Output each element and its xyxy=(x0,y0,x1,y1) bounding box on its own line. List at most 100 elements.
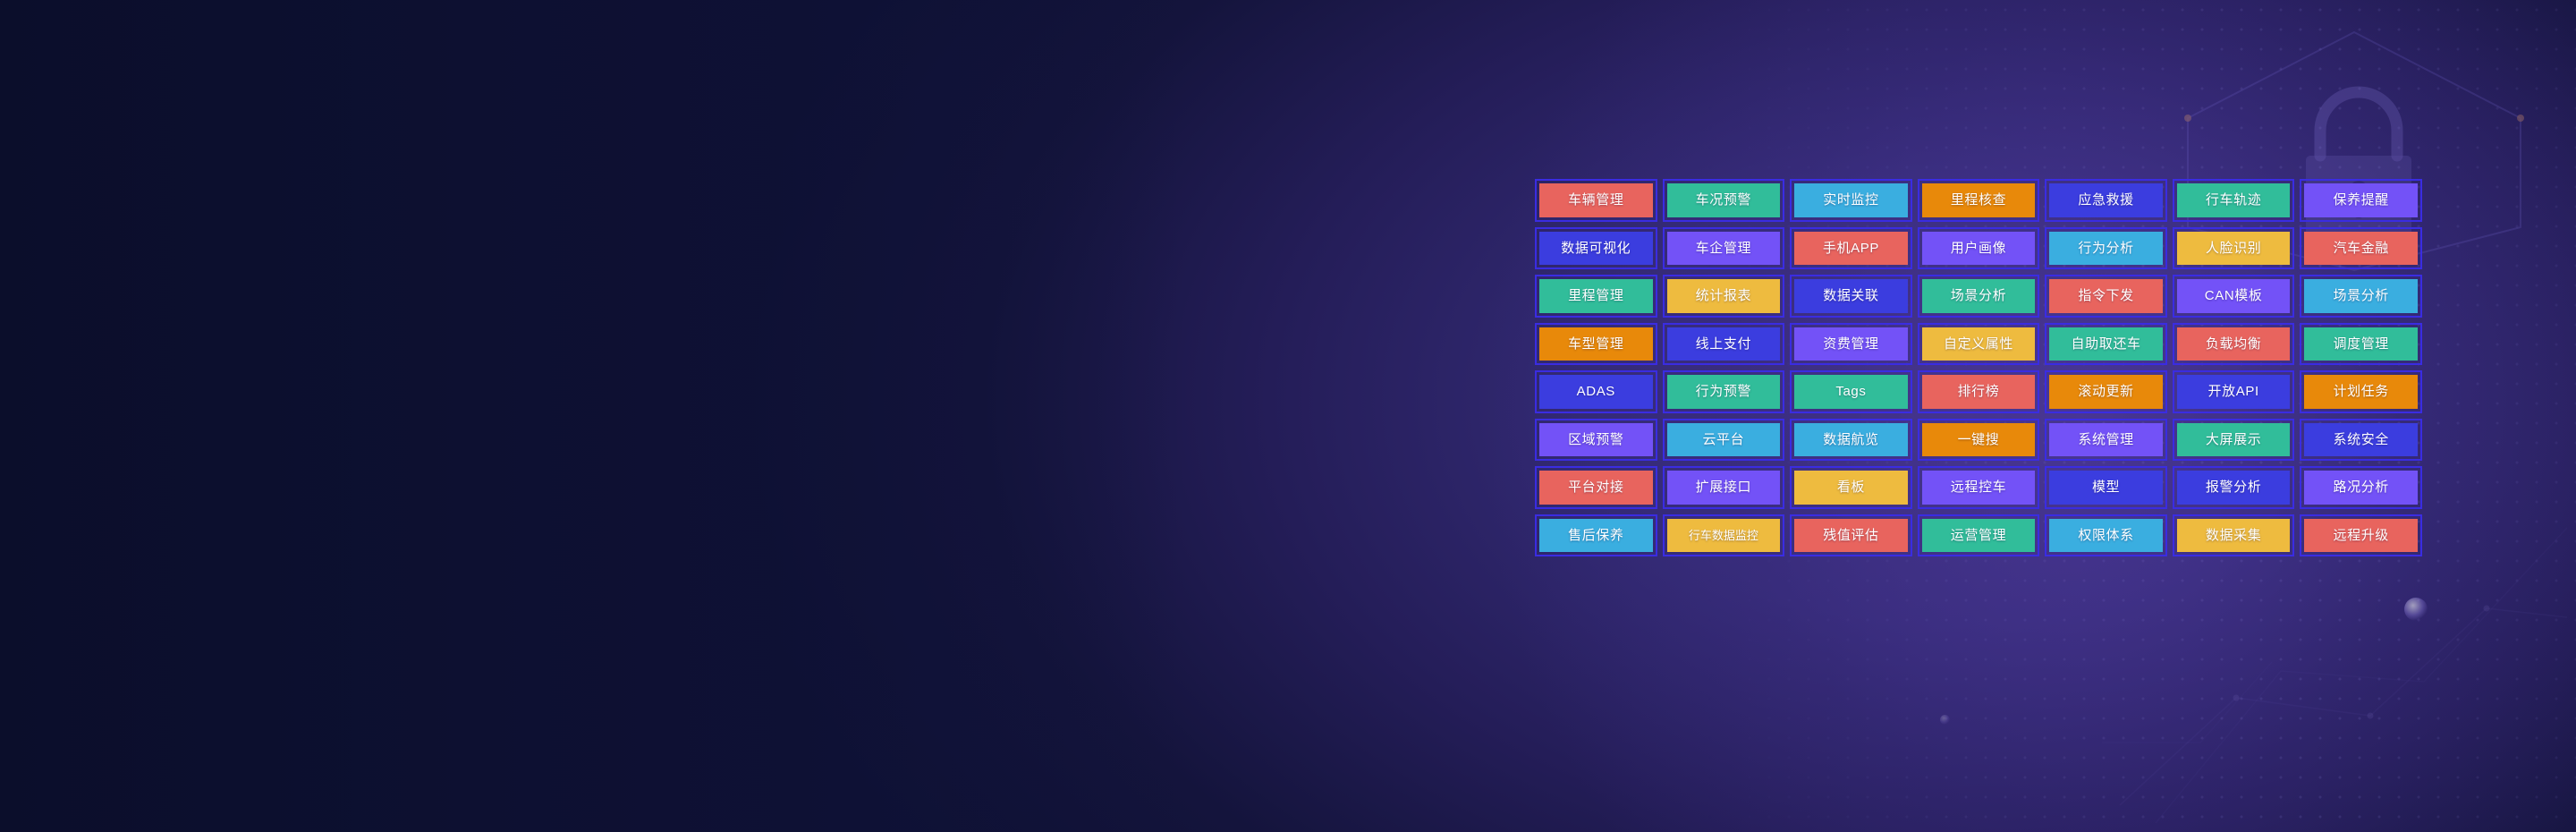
feature-tile-label: 车企管理 xyxy=(1666,231,1781,265)
feature-tile-label: 车型管理 xyxy=(1539,327,1653,361)
feature-tile-label: 数据采集 xyxy=(2176,518,2291,552)
feature-tile-label: 系统管理 xyxy=(2049,422,2163,456)
feature-tile-label: 区域预警 xyxy=(1539,422,1653,456)
feature-tile[interactable]: 系统管理 xyxy=(2045,418,2167,461)
feature-tile[interactable]: 负载均衡 xyxy=(2172,322,2295,365)
feature-tile-label: 行车数据监控 xyxy=(1666,518,1781,552)
circuit-lines-decoration xyxy=(2102,527,2567,823)
feature-tile[interactable]: 保养提醒 xyxy=(2300,179,2422,222)
feature-tile[interactable]: 看板 xyxy=(1790,466,1912,509)
feature-tile[interactable]: 里程管理 xyxy=(1535,275,1657,318)
feature-tile[interactable]: 场景分析 xyxy=(2300,275,2422,318)
feature-tile-label: 扩展接口 xyxy=(1666,471,1781,505)
feature-tile[interactable]: 汽车金融 xyxy=(2300,226,2422,269)
feature-tile[interactable]: 行为预警 xyxy=(1662,370,1785,413)
feature-tile[interactable]: 模型 xyxy=(2045,466,2167,509)
feature-tile-label: 开放API xyxy=(2176,375,2291,409)
feature-tile[interactable]: 区域预警 xyxy=(1535,418,1657,461)
feature-tile[interactable]: CAN模板 xyxy=(2172,275,2295,318)
feature-tile-label: 计划任务 xyxy=(2304,375,2418,409)
feature-tile[interactable]: 里程核查 xyxy=(1917,179,2040,222)
feature-tile-label: 汽车金融 xyxy=(2304,231,2418,265)
background-left-fade xyxy=(0,0,1185,832)
feature-tile-label: 残值评估 xyxy=(1794,518,1908,552)
feature-tile-label: 自助取还车 xyxy=(2049,327,2163,361)
feature-tile[interactable]: 线上支付 xyxy=(1662,322,1785,365)
feature-tile[interactable]: Tags xyxy=(1790,370,1912,413)
feature-tile-label: 行为分析 xyxy=(2049,231,2163,265)
feature-tile[interactable]: 权限体系 xyxy=(2045,514,2167,556)
feature-tile[interactable]: 行车轨迹 xyxy=(2172,179,2295,222)
feature-tile-label: 手机APP xyxy=(1794,231,1908,265)
feature-tile-label: 场景分析 xyxy=(2304,279,2418,313)
feature-tile-label: 云平台 xyxy=(1666,422,1781,456)
feature-tile[interactable]: 数据采集 xyxy=(2172,514,2295,556)
feature-tile[interactable]: ADAS xyxy=(1535,370,1657,413)
feature-tile-label: 模型 xyxy=(2049,471,2163,505)
feature-tile[interactable]: 手机APP xyxy=(1790,226,1912,269)
feature-tile[interactable]: 车型管理 xyxy=(1535,322,1657,365)
feature-tile[interactable]: 应急救援 xyxy=(2045,179,2167,222)
feature-tile[interactable]: 场景分析 xyxy=(1917,275,2040,318)
background-right-glow xyxy=(1494,0,2576,832)
feature-tile-label: 路况分析 xyxy=(2304,471,2418,505)
feature-tile[interactable]: 运营管理 xyxy=(1917,514,2040,556)
feature-tile[interactable]: 自定义属性 xyxy=(1917,322,2040,365)
feature-tile[interactable]: 远程升级 xyxy=(2300,514,2422,556)
feature-tile[interactable]: 自助取还车 xyxy=(2045,322,2167,365)
feature-tile[interactable]: 用户画像 xyxy=(1917,226,2040,269)
feature-tile-label: 调度管理 xyxy=(2304,327,2418,361)
feature-tile-label: 线上支付 xyxy=(1666,327,1781,361)
feature-tile-label: 统计报表 xyxy=(1666,279,1781,313)
feature-tile-label: 负载均衡 xyxy=(2176,327,2291,361)
feature-tile[interactable]: 云平台 xyxy=(1662,418,1785,461)
feature-tile[interactable]: 行为分析 xyxy=(2045,226,2167,269)
feature-tile-label: 实时监控 xyxy=(1794,183,1908,217)
feature-tile[interactable]: 资费管理 xyxy=(1790,322,1912,365)
feature-tile-label: 滚动更新 xyxy=(2049,375,2163,409)
feature-tile[interactable]: 扩展接口 xyxy=(1662,466,1785,509)
feature-tile[interactable]: 人脸识别 xyxy=(2172,226,2295,269)
feature-tile[interactable]: 车辆管理 xyxy=(1535,179,1657,222)
feature-grid-panel: 车辆管理 车况预警 实时监控 里程核查 应急救援 行车轨迹 保养提醒数据可视化 车企管理 手机A… xyxy=(1535,179,2422,564)
feature-tile[interactable]: 残值评估 xyxy=(1790,514,1912,556)
feature-tile[interactable]: 大屏展示 xyxy=(2172,418,2295,461)
feature-tile-label: 看板 xyxy=(1794,471,1908,505)
feature-tile[interactable]: 车况预警 xyxy=(1662,179,1785,222)
feature-tile[interactable]: 开放API xyxy=(2172,370,2295,413)
feature-tile-label: 自定义属性 xyxy=(1921,327,2036,361)
feature-tile[interactable]: 调度管理 xyxy=(2300,322,2422,365)
feature-tile-label: 排行榜 xyxy=(1921,375,2036,409)
feature-tile[interactable]: 一键搜 xyxy=(1917,418,2040,461)
feature-tile[interactable]: 行车数据监控 xyxy=(1662,514,1785,556)
feature-tile[interactable]: 实时监控 xyxy=(1790,179,1912,222)
feature-tile-label: 远程升级 xyxy=(2304,518,2418,552)
feature-tile[interactable]: 远程控车 xyxy=(1917,466,2040,509)
hexagon-outline-icon xyxy=(2184,30,2524,272)
feature-tile[interactable]: 车企管理 xyxy=(1662,226,1785,269)
feature-tile[interactable]: 平台对接 xyxy=(1535,466,1657,509)
feature-tile-label: 大屏展示 xyxy=(2176,422,2291,456)
feature-tile-label: 车况预警 xyxy=(1666,183,1781,217)
feature-tile[interactable]: 滚动更新 xyxy=(2045,370,2167,413)
feature-tile[interactable]: 路况分析 xyxy=(2300,466,2422,509)
feature-tile-label: 资费管理 xyxy=(1794,327,1908,361)
feature-tile-label: 保养提醒 xyxy=(2304,183,2418,217)
feature-tile[interactable]: 售后保养 xyxy=(1535,514,1657,556)
feature-tile-label: 一键搜 xyxy=(1921,422,2036,456)
feature-tile[interactable]: 系统安全 xyxy=(2300,418,2422,461)
feature-tile-label: ADAS xyxy=(1539,375,1653,409)
feature-tile-label: 平台对接 xyxy=(1539,471,1653,505)
feature-tile[interactable]: 指令下发 xyxy=(2045,275,2167,318)
feature-tile[interactable]: 数据关联 xyxy=(1790,275,1912,318)
glow-orb-icon xyxy=(2404,598,2428,621)
feature-tile[interactable]: 排行榜 xyxy=(1917,370,2040,413)
feature-tile[interactable]: 数据可视化 xyxy=(1535,226,1657,269)
feature-tile[interactable]: 报警分析 xyxy=(2172,466,2295,509)
feature-tile[interactable]: 计划任务 xyxy=(2300,370,2422,413)
feature-tile-label: 权限体系 xyxy=(2049,518,2163,552)
feature-tile-label: 用户画像 xyxy=(1921,231,2036,265)
feature-tile-label: Tags xyxy=(1794,375,1908,409)
feature-tile[interactable]: 数据航览 xyxy=(1790,418,1912,461)
feature-tile[interactable]: 统计报表 xyxy=(1662,275,1785,318)
